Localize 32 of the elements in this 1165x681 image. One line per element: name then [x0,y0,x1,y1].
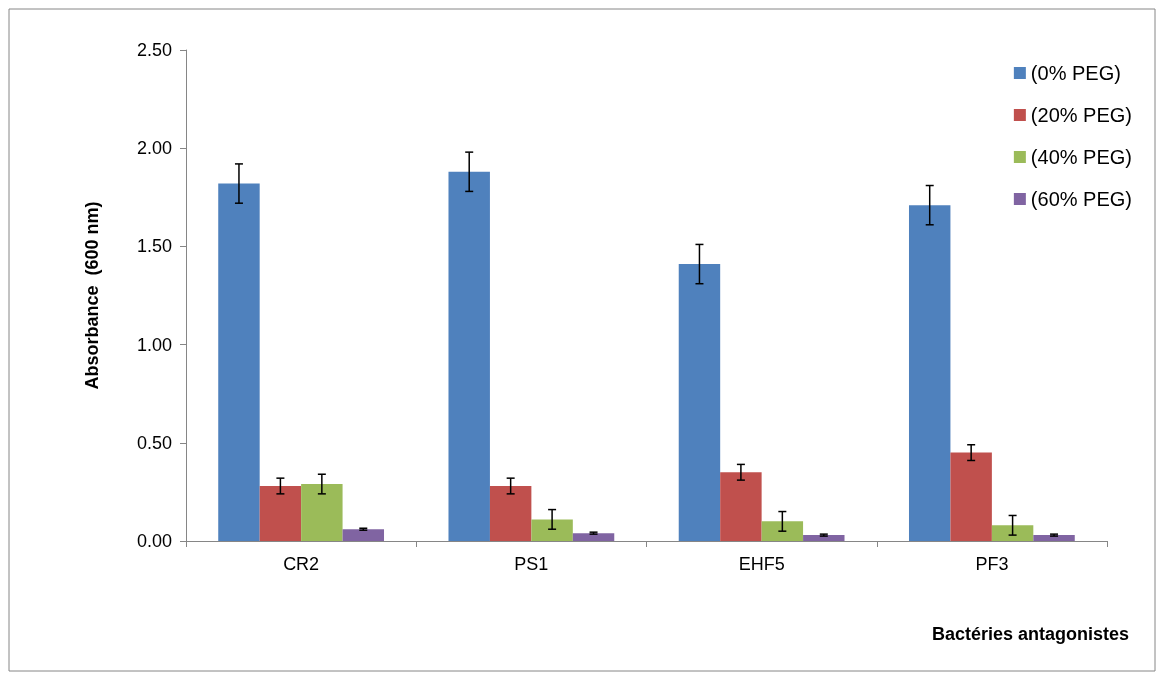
y-tick-label: 1.00 [136,334,172,355]
y-tick-label: 2.50 [136,40,172,60]
legend-label: (0% PEG) [1030,62,1121,84]
legend-label: (60% PEG) [1030,188,1133,210]
bar [991,525,1034,541]
x-tick-label: EHF5 [738,554,785,574]
y-tick-label: 1.50 [136,236,172,257]
bar [950,452,992,541]
y-tick-label: 0.00 [136,531,172,551]
y-axis-title: Absorbance (600 nm) [82,201,102,390]
bar [489,486,532,541]
bar [301,484,343,541]
bar [448,171,490,541]
bar [908,205,951,541]
x-axis-title: Bactéries antagonistes [931,624,1129,644]
y-tick-label: 2.00 [136,138,172,159]
bar [342,529,385,541]
bar [218,183,260,541]
bar [678,264,721,541]
bar [720,472,762,541]
bar [1033,535,1075,541]
x-tick-label: CR2 [283,554,320,574]
x-tick-label: PF3 [975,554,1009,574]
bar [572,533,615,541]
legend-label: (40% PEG) [1030,146,1133,168]
bar [531,519,573,541]
legend-label: (20% PEG) [1030,104,1133,126]
bar [803,535,845,541]
y-tick-label: 0.50 [136,432,172,453]
bar [259,486,302,541]
x-tick-label: PS1 [514,554,549,574]
bar [761,521,804,541]
